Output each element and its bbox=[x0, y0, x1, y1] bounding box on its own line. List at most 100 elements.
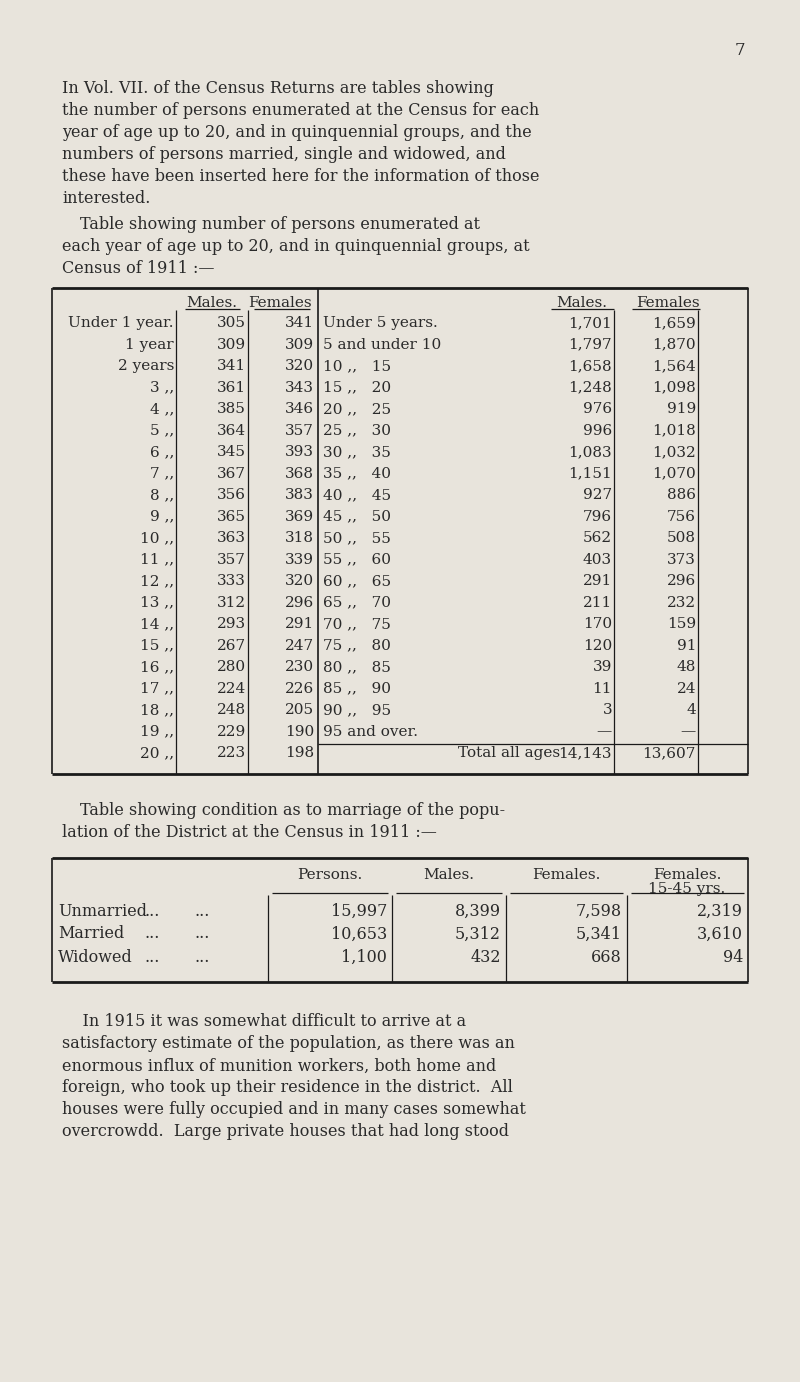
Text: 267: 267 bbox=[217, 638, 246, 652]
Text: 756: 756 bbox=[667, 510, 696, 524]
Text: 11 ,,: 11 ,, bbox=[140, 553, 174, 567]
Text: Males.: Males. bbox=[186, 296, 238, 310]
Text: 1,100: 1,100 bbox=[341, 948, 387, 966]
Text: overcrowdd.  Large private houses that had long stood: overcrowdd. Large private houses that ha… bbox=[62, 1124, 509, 1140]
Text: 320: 320 bbox=[285, 574, 314, 587]
Text: 11: 11 bbox=[593, 681, 612, 695]
Text: 170: 170 bbox=[583, 616, 612, 632]
Text: 356: 356 bbox=[217, 488, 246, 502]
Text: —: — bbox=[681, 724, 696, 738]
Text: 247: 247 bbox=[285, 638, 314, 652]
Text: ...: ... bbox=[195, 926, 210, 943]
Text: year of age up to 20, and in quinquennial groups, and the: year of age up to 20, and in quinquennia… bbox=[62, 124, 532, 141]
Text: Females.: Females. bbox=[653, 868, 721, 882]
Text: 562: 562 bbox=[583, 531, 612, 545]
Text: 333: 333 bbox=[217, 574, 246, 587]
Text: 291: 291 bbox=[582, 574, 612, 587]
Text: 5,341: 5,341 bbox=[576, 926, 622, 943]
Text: 19 ,,: 19 ,, bbox=[140, 724, 174, 738]
Text: numbers of persons married, single and widowed, and: numbers of persons married, single and w… bbox=[62, 146, 506, 163]
Text: 1,658: 1,658 bbox=[568, 359, 612, 373]
Text: 403: 403 bbox=[583, 553, 612, 567]
Text: 368: 368 bbox=[285, 467, 314, 481]
Text: 6 ,,: 6 ,, bbox=[150, 445, 174, 459]
Text: 7: 7 bbox=[734, 41, 745, 59]
Text: 20 ,,   25: 20 ,, 25 bbox=[323, 402, 391, 416]
Text: 5 and under 10: 5 and under 10 bbox=[323, 337, 442, 351]
Text: 393: 393 bbox=[285, 445, 314, 459]
Text: 432: 432 bbox=[470, 948, 501, 966]
Text: 223: 223 bbox=[217, 746, 246, 760]
Text: 15-45 yrs.: 15-45 yrs. bbox=[648, 882, 726, 896]
Text: 10 ,,   15: 10 ,, 15 bbox=[323, 359, 391, 373]
Text: 2 years: 2 years bbox=[118, 359, 174, 373]
Text: 248: 248 bbox=[217, 703, 246, 717]
Text: 12 ,,: 12 ,, bbox=[140, 574, 174, 587]
Text: 8,399: 8,399 bbox=[455, 902, 501, 919]
Text: houses were fully occupied and in many cases somewhat: houses were fully occupied and in many c… bbox=[62, 1101, 526, 1118]
Text: 346: 346 bbox=[285, 402, 314, 416]
Text: satisfactory estimate of the population, as there was an: satisfactory estimate of the population,… bbox=[62, 1035, 515, 1053]
Text: 976: 976 bbox=[583, 402, 612, 416]
Text: ...: ... bbox=[145, 948, 160, 966]
Text: 14 ,,: 14 ,, bbox=[140, 616, 174, 632]
Text: 293: 293 bbox=[217, 616, 246, 632]
Text: 367: 367 bbox=[217, 467, 246, 481]
Text: 25 ,,   30: 25 ,, 30 bbox=[323, 423, 391, 438]
Text: 16 ,,: 16 ,, bbox=[140, 661, 174, 674]
Text: 3: 3 bbox=[602, 703, 612, 717]
Text: 198: 198 bbox=[285, 746, 314, 760]
Text: interested.: interested. bbox=[62, 189, 150, 207]
Text: 3 ,,: 3 ,, bbox=[150, 380, 174, 394]
Text: enormous influx of munition workers, both home and: enormous influx of munition workers, bot… bbox=[62, 1057, 496, 1074]
Text: 341: 341 bbox=[285, 316, 314, 330]
Text: 796: 796 bbox=[583, 510, 612, 524]
Text: 508: 508 bbox=[667, 531, 696, 545]
Text: 120: 120 bbox=[582, 638, 612, 652]
Text: 361: 361 bbox=[217, 380, 246, 394]
Text: Table showing condition as to marriage of the popu-: Table showing condition as to marriage o… bbox=[80, 802, 505, 818]
Text: Table showing number of persons enumerated at: Table showing number of persons enumerat… bbox=[80, 216, 480, 234]
Text: 30 ,,   35: 30 ,, 35 bbox=[323, 445, 391, 459]
Text: 919: 919 bbox=[666, 402, 696, 416]
Text: 224: 224 bbox=[217, 681, 246, 695]
Text: 291: 291 bbox=[285, 616, 314, 632]
Text: 94: 94 bbox=[722, 948, 743, 966]
Text: Census of 1911 :—: Census of 1911 :— bbox=[62, 260, 214, 276]
Text: 95 and over.: 95 and over. bbox=[323, 724, 418, 738]
Text: 1,098: 1,098 bbox=[652, 380, 696, 394]
Text: 1,070: 1,070 bbox=[652, 467, 696, 481]
Text: 1,564: 1,564 bbox=[652, 359, 696, 373]
Text: 35 ,,   40: 35 ,, 40 bbox=[323, 467, 391, 481]
Text: 90 ,,   95: 90 ,, 95 bbox=[323, 703, 391, 717]
Text: 20 ,,: 20 ,, bbox=[140, 746, 174, 760]
Text: 55 ,,   60: 55 ,, 60 bbox=[323, 553, 391, 567]
Text: Males.: Males. bbox=[423, 868, 474, 882]
Text: 385: 385 bbox=[217, 402, 246, 416]
Text: 10 ,,: 10 ,, bbox=[140, 531, 174, 545]
Text: 280: 280 bbox=[217, 661, 246, 674]
Text: 60 ,,   65: 60 ,, 65 bbox=[323, 574, 391, 587]
Text: 15 ,,: 15 ,, bbox=[140, 638, 174, 652]
Text: 10,653: 10,653 bbox=[330, 926, 387, 943]
Text: 5 ,,: 5 ,, bbox=[150, 423, 174, 438]
Text: 14,143: 14,143 bbox=[558, 746, 612, 760]
Text: Females.: Females. bbox=[532, 868, 600, 882]
Text: In 1915 it was somewhat difficult to arrive at a: In 1915 it was somewhat difficult to arr… bbox=[62, 1013, 466, 1031]
Text: 190: 190 bbox=[285, 724, 314, 738]
Text: 4 ,,: 4 ,, bbox=[150, 402, 174, 416]
Text: 1,797: 1,797 bbox=[568, 337, 612, 351]
Text: Under 5 years.: Under 5 years. bbox=[323, 316, 438, 330]
Text: 1,018: 1,018 bbox=[652, 423, 696, 438]
Text: 40 ,,   45: 40 ,, 45 bbox=[323, 488, 391, 502]
Text: —: — bbox=[597, 724, 612, 738]
Text: Under 1 year.: Under 1 year. bbox=[69, 316, 174, 330]
Text: 305: 305 bbox=[217, 316, 246, 330]
Text: 5,312: 5,312 bbox=[455, 926, 501, 943]
Text: 296: 296 bbox=[666, 574, 696, 587]
Text: 296: 296 bbox=[285, 596, 314, 609]
Text: 39: 39 bbox=[593, 661, 612, 674]
Text: 24: 24 bbox=[677, 681, 696, 695]
Text: 7,598: 7,598 bbox=[576, 902, 622, 919]
Text: 1,032: 1,032 bbox=[652, 445, 696, 459]
